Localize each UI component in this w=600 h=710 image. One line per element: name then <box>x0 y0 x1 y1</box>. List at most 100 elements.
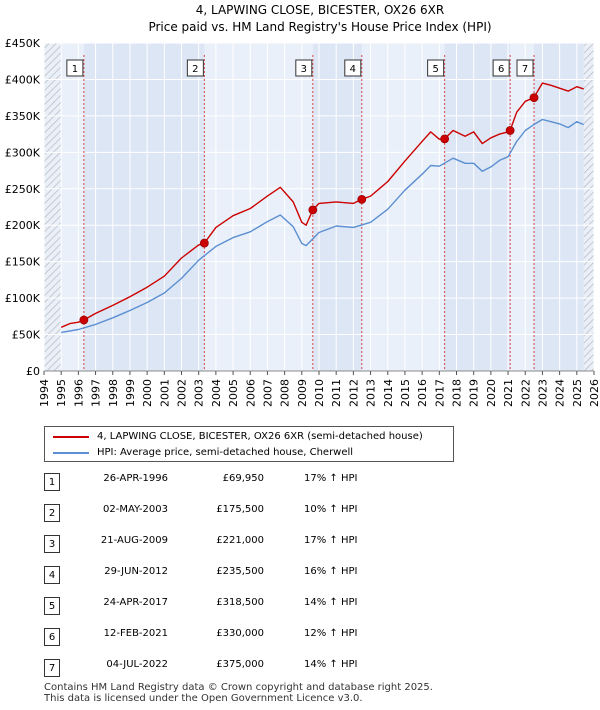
legend-swatch-hpi <box>53 451 89 454</box>
y-tick-label: £100K <box>5 292 41 305</box>
sale-hpi-change: 17% ↑ HPI <box>304 473 358 484</box>
sale-number-badge: 1 <box>44 473 60 491</box>
x-tick-label: 2014 <box>382 379 395 407</box>
y-tick-label: £250K <box>5 183 41 196</box>
sale-date: 04-JUL-2022 <box>106 659 168 670</box>
sale-date: 02-MAY-2003 <box>102 504 168 515</box>
y-tick-label: £150K <box>5 256 41 269</box>
sale-number-label: 5 <box>432 64 438 75</box>
sale-number-box <box>295 59 313 77</box>
x-tick-label: 2004 <box>210 379 223 407</box>
footer-line-1: Contains HM Land Registry data © Crown c… <box>44 682 433 693</box>
sale-number-badge: 7 <box>44 659 60 677</box>
sale-date: 24-APR-2017 <box>103 597 168 608</box>
chart-subtitle: Price paid vs. HM Land Registry's House … <box>148 20 491 34</box>
sale-hpi-change: 14% ↑ HPI <box>304 597 358 608</box>
legend-label-hpi: HPI: Average price, semi-detached house,… <box>97 447 354 458</box>
sale-hpi-change: 14% ↑ HPI <box>304 659 358 670</box>
x-tick-label: 2000 <box>141 379 154 407</box>
x-tick-label: 2019 <box>468 379 481 407</box>
y-tick-label: £0 <box>26 365 40 378</box>
x-tick-label: 2022 <box>519 379 532 407</box>
sale-date: 12-FEB-2021 <box>103 628 168 639</box>
y-tick-label: £350K <box>5 110 41 123</box>
sale-number-box <box>186 59 204 77</box>
series-line-hpi <box>61 118 584 334</box>
sale-number-label: 2 <box>192 64 198 75</box>
x-tick-label: 1996 <box>72 379 85 407</box>
x-tick-label: 2001 <box>158 379 171 407</box>
sale-point <box>79 315 89 325</box>
y-axis: £0 £50K £100K £150K £200K £250K £300K £350K £400… <box>5 37 594 378</box>
sale-price: £221,000 <box>216 535 264 546</box>
sale-price: £235,500 <box>216 566 264 577</box>
sale-number-label: 4 <box>350 64 356 75</box>
y-tick-label: £400K <box>5 73 41 86</box>
sale-point <box>529 93 539 103</box>
x-tick-label: 1994 <box>38 379 51 407</box>
sale-date: 29-JUN-2012 <box>104 566 168 577</box>
sale-points <box>79 93 539 325</box>
ownership-band <box>83 43 205 371</box>
y-tick-label: £450K <box>5 37 41 50</box>
legend-label-property: 4, LAPWING CLOSE, BICESTER, OX26 6XR (se… <box>97 431 423 442</box>
x-tick-label: 2013 <box>365 379 378 407</box>
sale-number-boxes: 1 2 3 4 5 6 7 <box>66 59 534 77</box>
sale-number-badge: 5 <box>44 597 60 615</box>
x-tick-label: 2009 <box>296 379 309 407</box>
table-row: 2 02-MAY-2003 £175,500 10% ↑ HPI <box>44 501 464 522</box>
ownership-band <box>444 43 511 371</box>
x-tick-label: 2005 <box>227 379 240 407</box>
x-tick-label: 2003 <box>193 379 206 407</box>
sale-number-label: 3 <box>301 64 307 75</box>
y-tick-label: £50K <box>12 329 41 342</box>
table-row: 5 24-APR-2017 £318,500 14% ↑ HPI <box>44 594 464 615</box>
x-tick-label: 2010 <box>313 379 326 407</box>
x-tick-label: 2026 <box>588 379 600 407</box>
sale-number-label: 6 <box>498 64 504 75</box>
x-tick-label: 2017 <box>433 379 446 407</box>
sale-price: £318,500 <box>216 597 264 608</box>
ownership-band <box>312 43 362 371</box>
sale-number-badge: 3 <box>44 535 60 553</box>
footer-line-2: This data is licensed under the Open Gov… <box>44 693 363 704</box>
x-tick-label: 2023 <box>536 379 549 407</box>
sale-number-box <box>66 59 84 77</box>
legend: 4, LAPWING CLOSE, BICESTER, OX26 6XR (se… <box>44 426 454 462</box>
ownership-band <box>534 43 584 371</box>
footer-notice: Contains HM Land Registry data © Crown c… <box>44 682 433 704</box>
sale-number-badge: 4 <box>44 566 60 584</box>
sale-price: £175,500 <box>216 504 264 515</box>
sale-number-label: 1 <box>72 64 78 75</box>
sale-hpi-change: 12% ↑ HPI <box>304 628 358 639</box>
x-tick-label: 2018 <box>451 379 464 407</box>
legend-swatch-property <box>53 435 89 438</box>
sale-number-box <box>427 59 445 77</box>
x-tick-label: 2021 <box>502 379 515 407</box>
y-tick-label: £300K <box>5 146 41 159</box>
sale-date: 21-AUG-2009 <box>100 535 168 546</box>
sale-hpi-change: 16% ↑ HPI <box>304 566 358 577</box>
no-data-hatch-right <box>583 43 594 371</box>
sale-hpi-change: 17% ↑ HPI <box>304 535 358 546</box>
y-tick-label: £200K <box>5 219 41 232</box>
x-tick-label: 2006 <box>244 379 257 407</box>
x-tick-label: 2025 <box>571 379 584 407</box>
price-chart: 4, LAPWING CLOSE, BICESTER, OX26 6XR Pri… <box>5 3 600 407</box>
sale-number-box <box>492 59 510 77</box>
sale-price: £330,000 <box>216 628 264 639</box>
x-tick-label: 2016 <box>416 379 429 407</box>
sale-number-badge: 6 <box>44 628 60 646</box>
sale-price: £69,950 <box>222 473 264 484</box>
sale-point <box>357 194 367 204</box>
x-tick-label: 1999 <box>124 379 137 407</box>
sale-number-label: 7 <box>522 64 528 75</box>
x-axis: 1994 1995 1996 1997 1998 1999 2000 2001 2002 2003… <box>38 371 600 407</box>
legend-item-hpi: HPI: Average price, semi-detached house,… <box>53 447 353 458</box>
x-tick-label: 1995 <box>55 379 68 407</box>
sale-price: £375,000 <box>216 659 264 670</box>
x-tick-label: 1998 <box>107 379 120 407</box>
sale-point <box>199 238 209 248</box>
table-row: 4 29-JUN-2012 £235,500 16% ↑ HPI <box>44 563 464 584</box>
sale-number-badge: 2 <box>44 504 60 522</box>
